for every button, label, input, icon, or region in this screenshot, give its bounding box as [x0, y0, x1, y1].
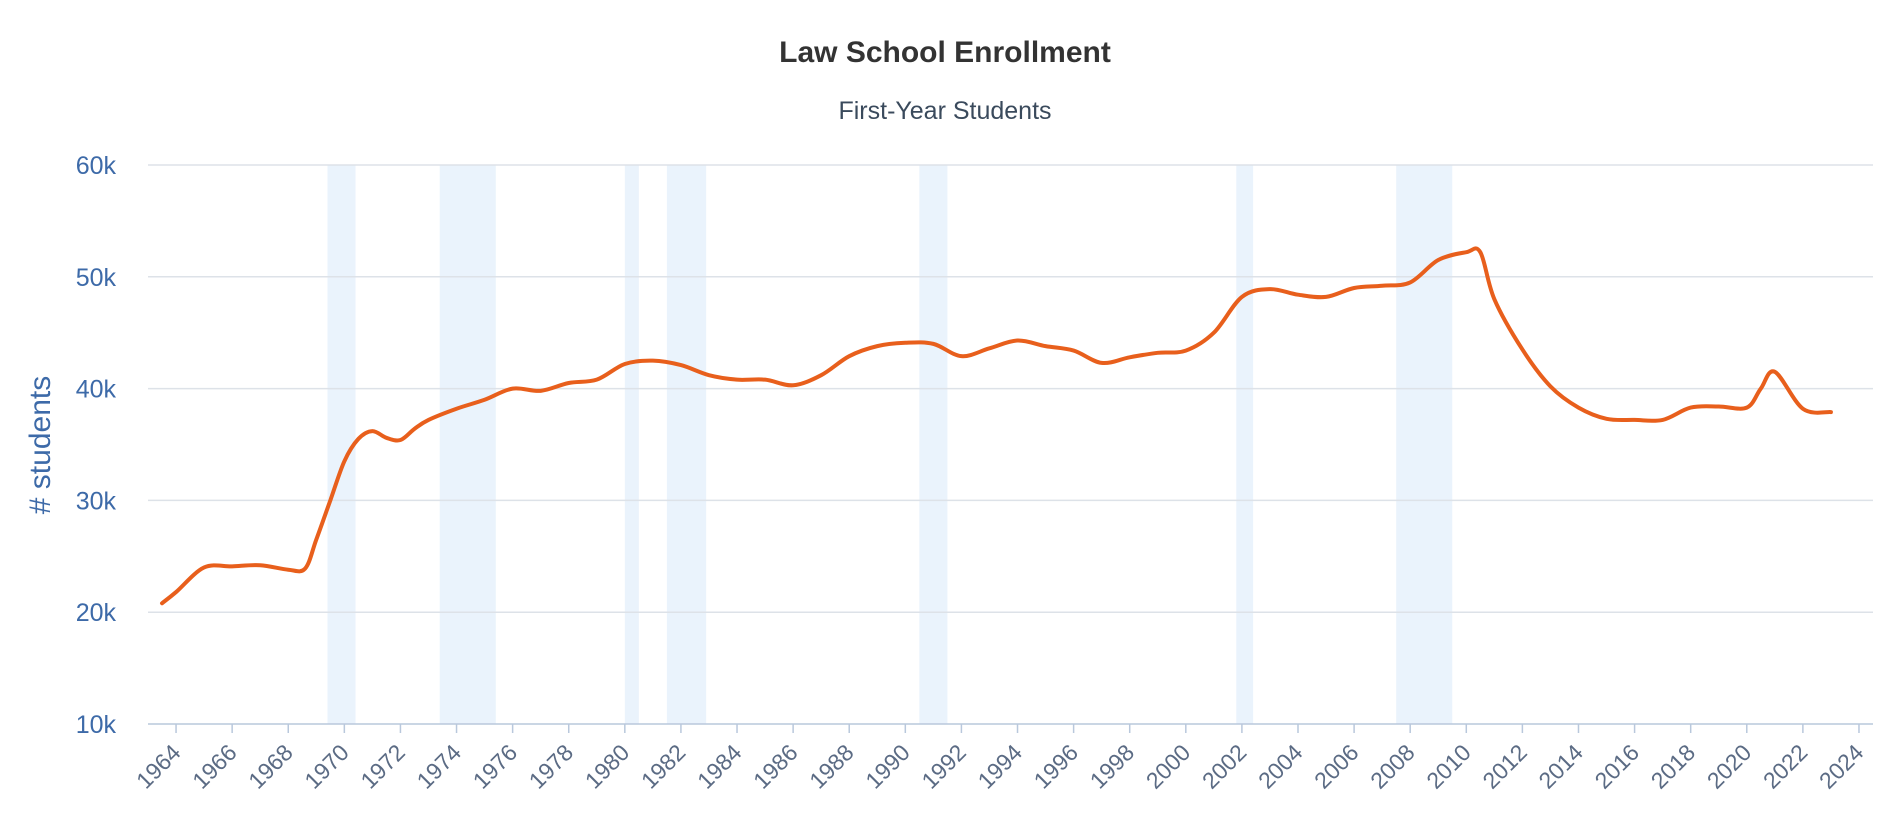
shaded-bands	[327, 165, 1453, 724]
shaded-band-4	[919, 165, 948, 724]
x-tick-label-2004: 2004	[1253, 739, 1308, 794]
x-tick-label-2006: 2006	[1309, 739, 1364, 794]
x-tick-label-2024: 2024	[1814, 739, 1869, 794]
x-tick-label-1964: 1964	[131, 739, 186, 794]
x-tick-label-2022: 2022	[1758, 739, 1813, 794]
chart-title: Law School Enrollment	[779, 36, 1111, 69]
x-axis-ticks: 1964 1966 1968 1970 1972 1974 1976 1978 1980 1982…	[131, 724, 1869, 794]
shaded-band-3	[666, 165, 707, 724]
y-tick-label-20k: 20k	[76, 599, 117, 627]
x-tick-label-1970: 1970	[299, 739, 354, 794]
x-tick-label-2016: 2016	[1590, 739, 1645, 794]
shaded-band-0	[327, 165, 356, 724]
chart-subtitle: First-Year Students	[838, 97, 1051, 125]
x-tick-label-1968: 1968	[243, 739, 298, 794]
shaded-band-6	[1396, 165, 1453, 724]
x-tick-label-1984: 1984	[692, 739, 747, 794]
x-tick-label-1998: 1998	[1085, 739, 1140, 794]
x-tick-label-1978: 1978	[524, 739, 579, 794]
x-tick-label-1976: 1976	[468, 739, 523, 794]
y-tick-label-60k: 60k	[76, 152, 117, 180]
x-tick-label-2010: 2010	[1421, 739, 1476, 794]
y-tick-label-30k: 30k	[76, 487, 117, 515]
x-tick-label-2000: 2000	[1141, 739, 1196, 794]
x-tick-label-2014: 2014	[1533, 739, 1588, 794]
x-tick-label-2008: 2008	[1365, 739, 1420, 794]
x-tick-label-1994: 1994	[972, 739, 1027, 794]
y-axis-label: # students	[24, 376, 57, 514]
x-tick-label-2012: 2012	[1477, 739, 1532, 794]
x-tick-label-2020: 2020	[1702, 739, 1757, 794]
series-line-0[interactable]	[160, 246, 1833, 606]
x-tick-label-1982: 1982	[636, 739, 691, 794]
x-tick-label-1966: 1966	[187, 739, 242, 794]
y-tick-label-40k: 40k	[76, 376, 117, 404]
y-tick-label-50k: 50k	[76, 264, 117, 292]
series-group	[160, 246, 1833, 606]
x-tick-label-1990: 1990	[860, 739, 915, 794]
y-tick-label-10k: 10k	[76, 711, 117, 739]
shaded-band-5	[1236, 165, 1254, 724]
x-tick-label-2018: 2018	[1646, 739, 1701, 794]
gridlines	[148, 164, 1873, 725]
x-tick-label-1996: 1996	[1029, 739, 1084, 794]
x-tick-label-1972: 1972	[355, 739, 410, 794]
x-tick-label-2002: 2002	[1197, 739, 1252, 794]
x-tick-label-1988: 1988	[804, 739, 859, 794]
shaded-band-2	[624, 165, 639, 724]
y-axis-ticks: 10k 20k 30k 40k 50k 60k	[76, 152, 117, 739]
x-tick-label-1992: 1992	[916, 739, 971, 794]
x-tick-label-1974: 1974	[412, 739, 467, 794]
shaded-band-1	[439, 165, 496, 724]
x-tick-label-1986: 1986	[748, 739, 803, 794]
x-tick-label-1980: 1980	[580, 739, 635, 794]
